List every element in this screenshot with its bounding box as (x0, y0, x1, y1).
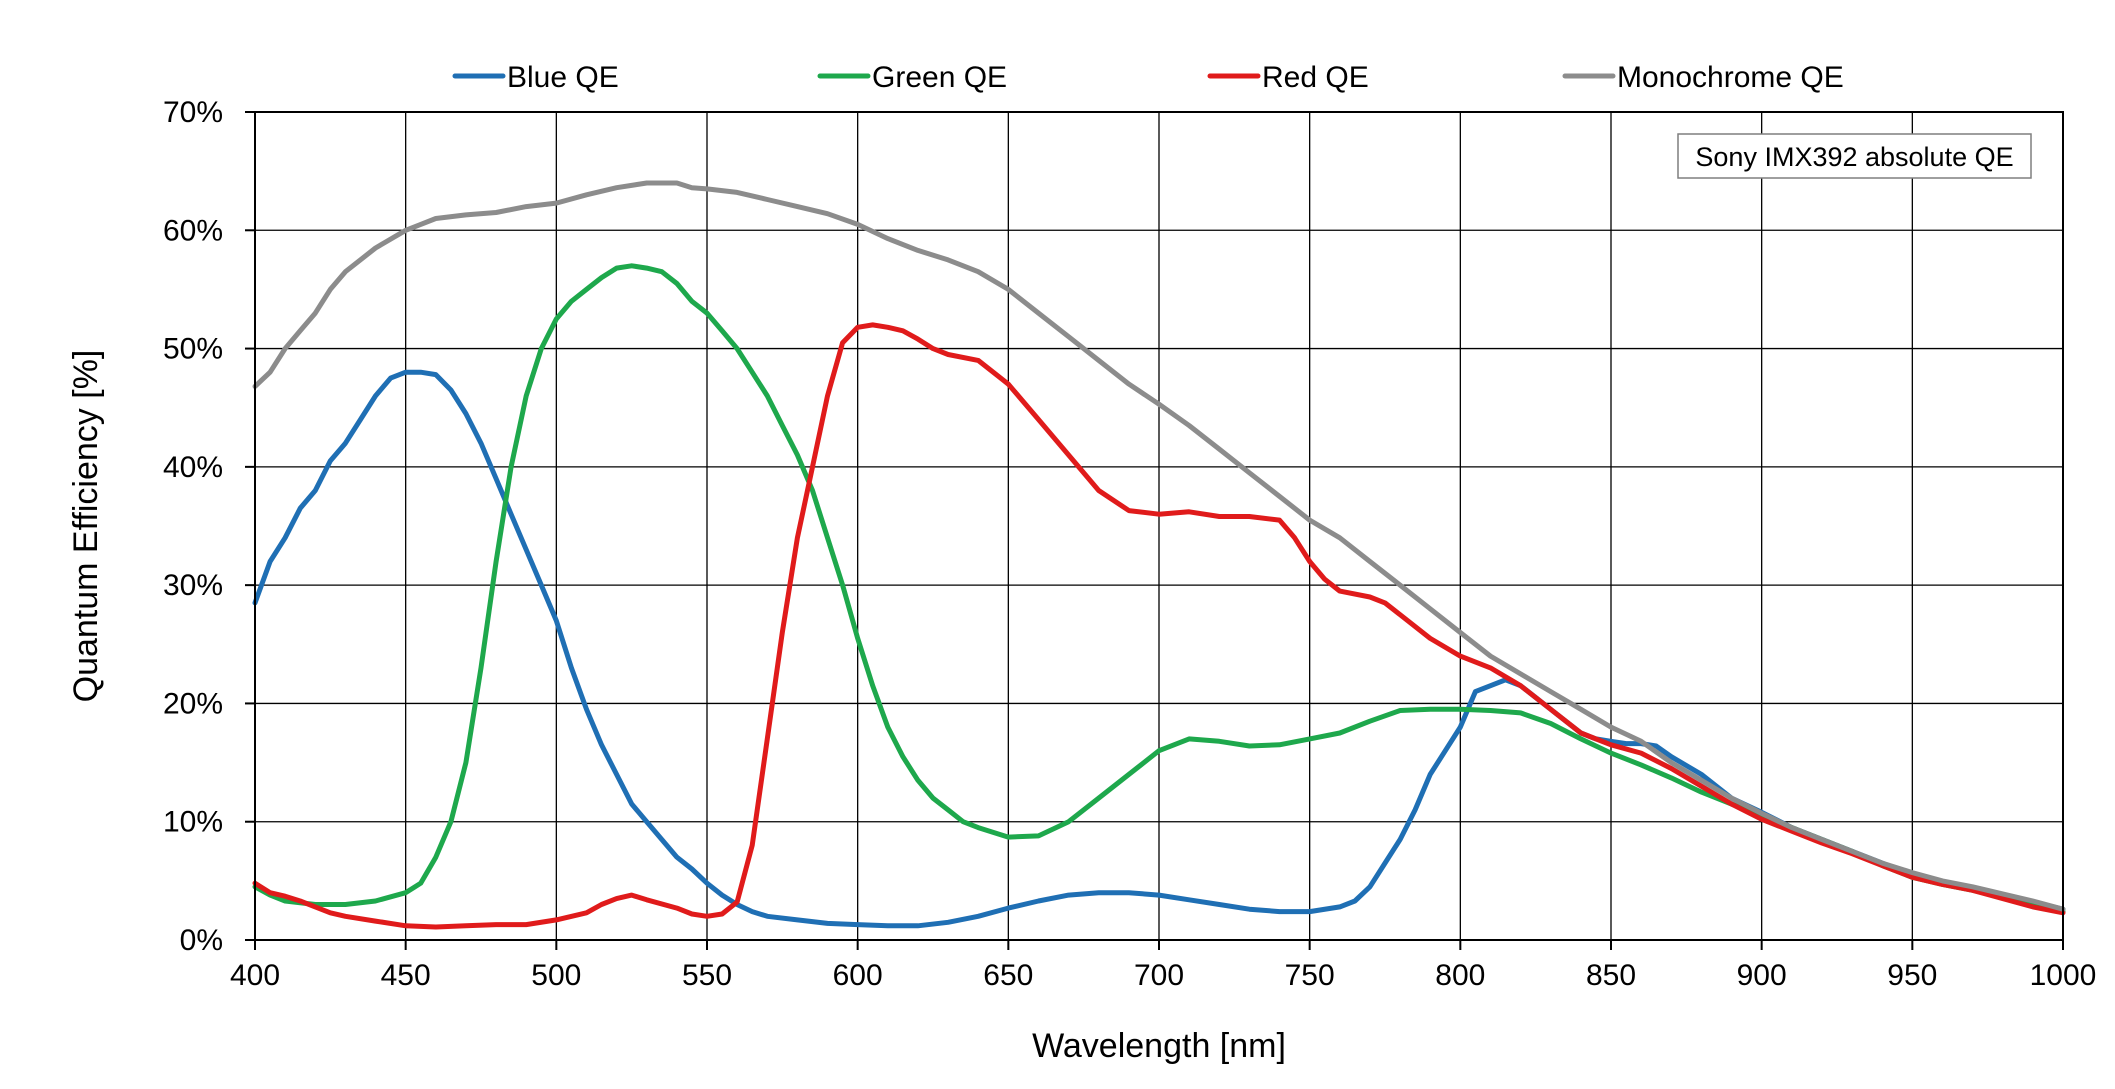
x-tick-label: 800 (1435, 959, 1485, 992)
x-tick-label: 750 (1285, 959, 1335, 992)
x-tick-label: 450 (381, 959, 431, 992)
y-axis-title: Quantum Efficiency [%] (67, 350, 105, 703)
y-tick-label: 70% (163, 96, 223, 129)
x-tick-label: 700 (1134, 959, 1184, 992)
y-tick-label: 20% (163, 687, 223, 720)
x-tick-label: 400 (230, 959, 280, 992)
y-tick-label: 10% (163, 806, 223, 839)
series-line-monochrome-qe (252, 180, 2066, 912)
x-tick-label: 900 (1737, 959, 1787, 992)
x-tick-label: 600 (833, 959, 883, 992)
x-tick-label: 950 (1887, 959, 1937, 992)
y-tick-label: 0% (180, 924, 223, 957)
x-axis-title: Wavelength [nm] (1032, 1027, 1286, 1065)
legend-label-blue-qe: Blue QE (507, 61, 619, 94)
annotation-box: Sony IMX392 absolute QE (1677, 133, 2032, 179)
legend: Blue QE Green QE Red QE Monochrome QE (452, 61, 1844, 94)
legend-label-monochrome-qe: Monochrome QE (1617, 61, 1844, 94)
annotation-frame (1677, 133, 2032, 179)
series-line-green-qe (252, 263, 2066, 915)
x-tick-label: 1000 (2030, 959, 2097, 992)
series-layer (252, 180, 2066, 930)
y-axis-ticks: 0% 10% 20% 30% 40% 50% 60% 70% (163, 96, 255, 957)
x-tick-label: 550 (682, 959, 732, 992)
x-tick-label: 650 (983, 959, 1033, 992)
x-tick-label: 850 (1586, 959, 1636, 992)
x-tick-label: 500 (531, 959, 581, 992)
y-tick-label: 60% (163, 214, 223, 247)
legend-label-red-qe: Red QE (1262, 61, 1369, 94)
y-tick-label: 30% (163, 569, 223, 602)
y-tick-label: 50% (163, 333, 223, 366)
y-tick-label: 40% (163, 451, 223, 484)
annotation-text: Sony IMX392 absolute QE (1695, 142, 2013, 172)
x-axis-ticks: 400 450 500 550 600 650 700 750 800 850 900 950 1000 (230, 940, 2096, 992)
series-line-red-qe (252, 322, 2066, 930)
legend-label-green-qe: Green QE (872, 61, 1007, 94)
